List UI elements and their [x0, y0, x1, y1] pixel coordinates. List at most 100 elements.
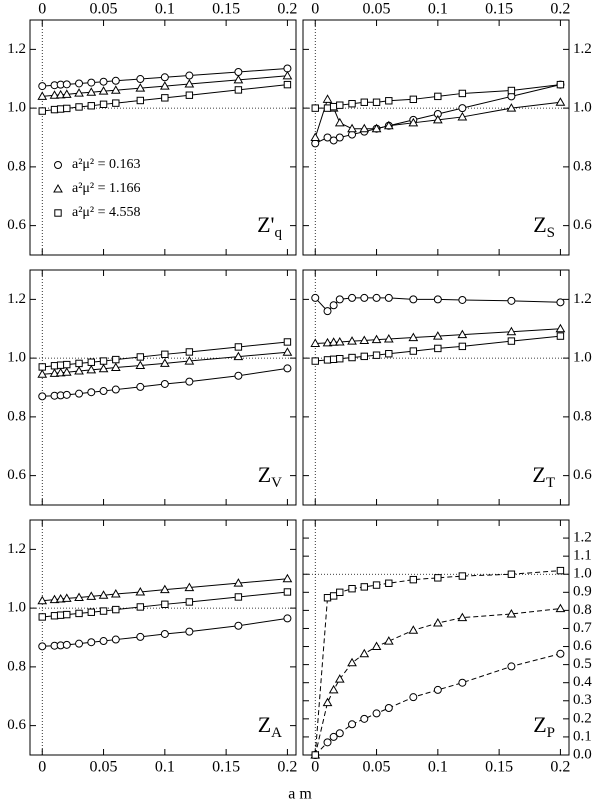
series-line — [314, 653, 561, 756]
marker — [283, 338, 292, 346]
marker — [556, 298, 565, 307]
x-tick-label: 0.05 — [90, 759, 118, 776]
marker — [359, 335, 370, 344]
marker — [99, 607, 108, 615]
y-tick-label: 1.2 — [573, 41, 592, 57]
marker — [335, 133, 344, 142]
marker — [87, 102, 95, 110]
marker — [506, 326, 517, 336]
y-tick-label: 0.5 — [573, 656, 592, 672]
marker — [185, 71, 194, 80]
marker — [283, 614, 292, 623]
marker — [37, 91, 48, 100]
marker — [75, 389, 84, 398]
marker — [371, 123, 382, 133]
panel: 0 0.05 0.1 0.15 0.20.00.10.20.30.40.50.60.70… — [302, 519, 592, 776]
x-tick-label: 0 — [311, 759, 319, 776]
legend-marker — [54, 209, 62, 217]
panel-label-main: Z — [258, 712, 271, 737]
marker — [159, 81, 170, 90]
marker — [110, 589, 121, 598]
marker — [86, 87, 97, 96]
marker — [74, 88, 84, 97]
x-tick-label: 0.1 — [428, 1, 448, 18]
marker — [110, 85, 121, 94]
marker — [110, 362, 121, 372]
marker — [359, 123, 370, 133]
y-tick-label: 1.0 — [7, 600, 26, 616]
marker — [434, 344, 442, 353]
marker — [38, 107, 46, 115]
y-tick-label: 0.1 — [573, 728, 592, 744]
marker — [74, 592, 84, 602]
marker — [49, 594, 60, 604]
marker — [556, 332, 565, 340]
legend-marker — [53, 183, 63, 193]
plot-frame — [29, 19, 297, 256]
marker — [360, 583, 368, 591]
marker — [336, 588, 344, 597]
marker — [334, 117, 345, 127]
marker — [185, 377, 194, 386]
marker — [98, 86, 109, 95]
marker — [457, 111, 468, 121]
marker — [384, 704, 393, 712]
marker — [507, 662, 516, 671]
marker — [458, 342, 467, 351]
marker — [159, 584, 170, 594]
y-tick-label: 1.1 — [573, 548, 592, 564]
y-tick-label: 1.0 — [573, 100, 592, 116]
marker — [310, 132, 321, 141]
y-tick-label: 0.6 — [573, 217, 592, 233]
marker — [62, 80, 71, 89]
marker — [328, 337, 339, 346]
marker — [63, 104, 71, 113]
marker — [335, 729, 344, 738]
marker — [507, 337, 516, 345]
marker — [323, 307, 332, 316]
y-tick-label: 1.2 — [7, 41, 26, 57]
y-tick-label: 0.0 — [573, 746, 592, 762]
marker — [49, 90, 60, 99]
marker — [160, 73, 169, 82]
marker — [383, 120, 394, 130]
plot-frame — [29, 519, 297, 756]
y-tick-label: 0.8 — [573, 602, 592, 618]
y-tick-label: 0.6 — [573, 467, 592, 483]
marker — [458, 295, 467, 304]
panel: 0.6 0.8 1.0 1.2 ZT — [302, 269, 592, 506]
y-tick-label: 1.0 — [7, 100, 26, 116]
marker — [507, 86, 516, 95]
marker — [136, 75, 145, 84]
marker — [458, 678, 467, 687]
plot-frame — [302, 269, 570, 506]
marker — [328, 684, 339, 694]
marker — [184, 356, 195, 365]
marker — [360, 98, 368, 106]
marker — [234, 86, 243, 94]
y-tick-label: 1.2 — [573, 291, 592, 307]
marker — [111, 635, 120, 644]
x-tick-label: 0.15 — [485, 759, 513, 776]
marker — [347, 123, 357, 133]
marker — [160, 629, 169, 638]
marker — [87, 608, 95, 616]
marker — [458, 89, 467, 98]
marker — [136, 382, 145, 391]
plot-frame — [29, 269, 297, 506]
marker — [99, 77, 108, 86]
marker — [282, 573, 293, 583]
marker — [555, 97, 566, 106]
x-tick-label: 0.05 — [90, 1, 118, 18]
marker — [74, 366, 84, 375]
marker — [135, 360, 146, 369]
marker — [234, 621, 243, 630]
marker — [136, 353, 145, 361]
x-tick-label: 0 — [38, 1, 46, 18]
marker — [38, 642, 47, 651]
marker — [99, 357, 108, 365]
marker — [282, 70, 293, 80]
marker — [233, 351, 244, 361]
y-tick-label: 0.8 — [573, 408, 592, 424]
